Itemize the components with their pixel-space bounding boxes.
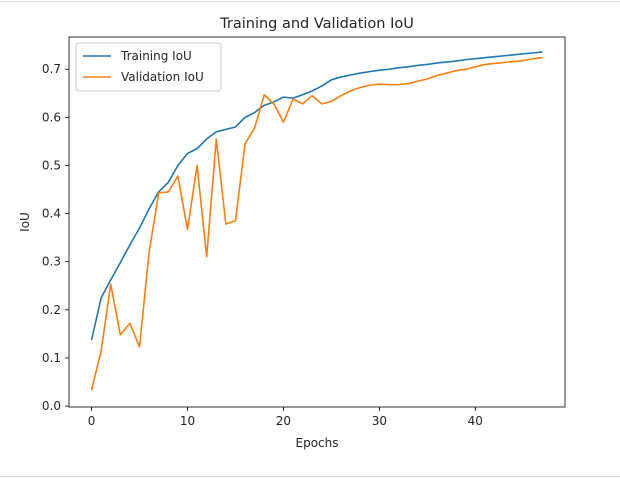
- y-axis-label: IoU: [18, 212, 32, 232]
- legend-box: [75, 42, 222, 92]
- y-tick-label: 0.6: [42, 110, 61, 124]
- top-border: [0, 1, 620, 2]
- y-tick-label: 0.1: [42, 351, 61, 365]
- y-tick-label: 0.5: [42, 158, 61, 172]
- x-tick-label: 30: [372, 414, 387, 428]
- chart-title: Training and Validation IoU: [219, 16, 414, 32]
- legend-label-validation: Validation IoU: [121, 70, 204, 84]
- x-tick-label: 40: [468, 414, 483, 428]
- y-tick-label: 0.3: [42, 255, 61, 269]
- bottom-border: [0, 476, 620, 477]
- y-tick-label: 0.4: [42, 207, 61, 221]
- y-tick-label: 0.2: [42, 303, 61, 317]
- training-iou-line: [90, 51, 543, 341]
- y-tick-label: 0.0: [42, 399, 61, 413]
- x-tick-label: 10: [180, 414, 195, 428]
- series-lines: [90, 51, 543, 391]
- x-tick-label: 0: [88, 414, 96, 428]
- x-axis-label: Epochs: [296, 436, 339, 450]
- legend: Training IoU Validation IoU: [75, 42, 222, 92]
- y-tick-label: 0.7: [42, 62, 61, 76]
- axes-frame: [68, 36, 566, 408]
- x-tick-label: 20: [276, 414, 291, 428]
- legend-label-training: Training IoU: [120, 49, 192, 63]
- axis-ticks: 0 10 20 30 40 0.0 0.1 0.2 0.3 0.4 0.5 0.6 0.7: [42, 62, 483, 428]
- validation-iou-line: [90, 56, 543, 391]
